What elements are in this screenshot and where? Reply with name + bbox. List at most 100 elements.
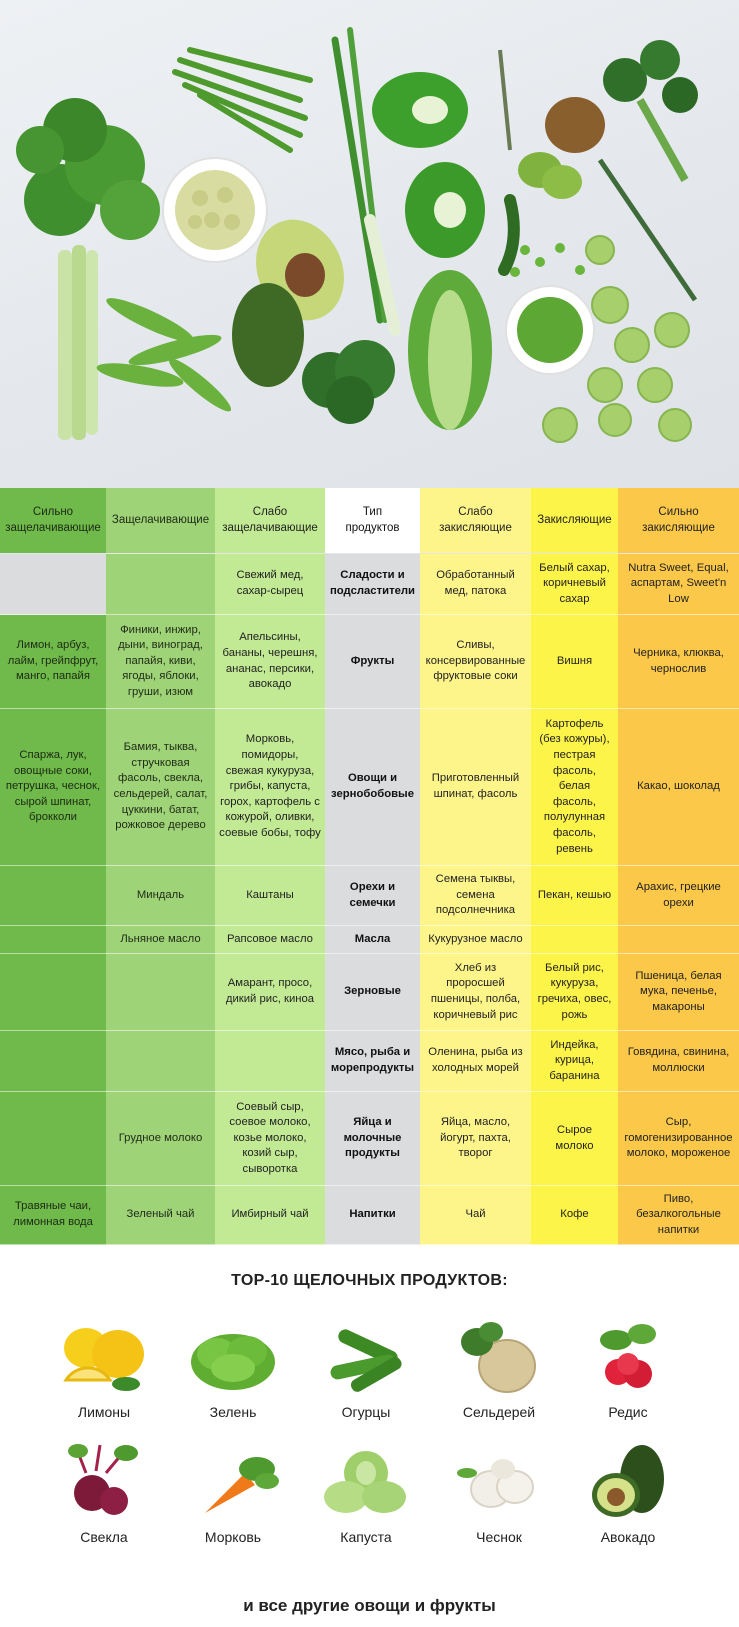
row-label: Напитки [325,1186,420,1245]
table-cell: Сырое молоко [531,1092,618,1186]
radish-icon [600,1324,656,1388]
cabbage-icon [324,1451,406,1513]
food-label: Чеснок [476,1529,522,1545]
row-label: Орехи и семечки [325,866,420,926]
table-cell: Приготовленный шпинат, фасоль [420,709,531,866]
table-cell [215,1031,325,1092]
table-cell [0,866,106,926]
snap-peas-icon [96,298,232,412]
cucumber-icon [330,1329,402,1392]
row-label: Фрукты [325,615,420,709]
table-cell: Льняное масло [106,926,215,954]
table-cell [0,1031,106,1092]
thyme-icon [498,49,512,151]
row-label: Овощи и зернобобовые [325,709,420,866]
table-cell: Лимон, арбуз, лайм, грейпфрут, манго, па… [0,615,106,709]
table-cell [106,554,215,615]
table-cell [106,1031,215,1092]
footer-note: и все другие овощи и фрукты [243,1596,496,1615]
table-cell: Свежий мед, сахар-сырец [215,554,325,615]
kiwi-icon [518,97,605,199]
food-item-greens: Зелень [178,1318,288,1433]
row-label: Яйца и молочные продукты [325,1092,420,1186]
table-cell: Кукурузное масло [420,926,531,954]
food-label: Свекла [80,1529,128,1545]
table-cell: Травяные чаи, лимонная вода [0,1186,106,1245]
top-10-title: TOP-10 ЩЕЛОЧНЫХ ПРОДУКТОВ: [231,1272,508,1289]
food-item-carrot: Морковь [178,1443,288,1558]
table-cell: Какао, шоколад [618,709,739,866]
table-cell [618,926,739,954]
food-item-garlic: Чеснок [444,1443,554,1558]
food-item-radish: Редис [573,1318,683,1433]
celery-icon [16,98,160,440]
table-cell: Зеленый чай [106,1186,215,1245]
lettuce-icon [191,1334,275,1390]
food-label: Огурцы [341,1404,391,1420]
broccoli-icon [302,340,395,424]
food-item-lemons: Лимоны [49,1318,159,1433]
header-alkaline: Защелачивающие [106,488,215,554]
food-label: Зелень [209,1404,257,1420]
table-cell: Говядина, свинина, моллюски [618,1031,739,1092]
avocado-halves-icon [232,219,344,387]
header-strong-acid: Сильно закисляющие [618,488,739,554]
table-cell: Яйца, масло, йогурт, пахта, творог [420,1092,531,1186]
table-cell: Миндаль [106,866,215,926]
beet-icon [68,1444,138,1515]
table-cell [106,954,215,1031]
food-label: Лимоны [77,1404,131,1420]
table-cell: Кофе [531,1186,618,1245]
table-cell [0,554,106,615]
row-label: Сладости и подсластители [325,554,420,615]
table-cell: Белый сахар, коричневый сахар [531,554,618,615]
table-cell: Обработанный мед, патока [420,554,531,615]
table-cell: Пиво, безалкогольные напитки [618,1186,739,1245]
table-cell: Спаржа, лук, овощные соки, петрушка, чес… [0,709,106,866]
avocado-icon [592,1445,664,1517]
green-vegetables-photo-icon [16,27,698,443]
food-label: Сельдерей [462,1404,536,1420]
table-cell: Белый рис, кукуруза, гречиха, овес, рожь [531,954,618,1031]
table-cell: Сливы, консервированные фруктовые соки [420,615,531,709]
food-label: Морковь [204,1529,262,1545]
food-item-beet: Свекла [49,1443,159,1558]
table-cell: Соевый сыр, соевое молоко, козье молоко,… [215,1092,325,1186]
row-label: Масла [325,926,420,954]
table-cell: Пшеница, белая мука, печенье, макароны [618,954,739,1031]
food-label: Редис [608,1404,648,1420]
table-cell: Пекан, кешью [531,866,618,926]
hero-photo [0,0,739,488]
carrot-icon [205,1457,279,1513]
table-cell: Семена тыквы, семена подсолнечника [420,866,531,926]
romaine-lettuce-icon [408,270,492,430]
table-cell [0,954,106,1031]
table-cell: Имбирный чай [215,1186,325,1245]
rosemary-icon [597,158,698,302]
pea-bowl-icon [505,285,595,375]
green-beans-icon [172,47,313,153]
table-cell [531,926,618,954]
broccolini-icon [603,40,698,182]
table-cell: Рапсовое масло [215,926,325,954]
food-item-avocado: Авокадо [573,1443,683,1558]
header-product-type: Тип продуктов [325,488,420,554]
row-label: Мясо, рыба и морепродукты [325,1031,420,1092]
header-mild-alkaline: Слабо защелачивающие [215,488,325,554]
table-cell: Арахис, грецкие орехи [618,866,739,926]
header-mild-acid: Слабо закисляющие [420,488,531,554]
food-label: Авокадо [600,1529,656,1545]
table-cell: Каштаны [215,866,325,926]
table-cell [0,1092,106,1186]
table-cell: Морковь, помидоры, свежая кукуруза, гриб… [215,709,325,866]
table-cell: Финики, инжир, дыни, виноград, папайя, к… [106,615,215,709]
table-cell [0,926,106,954]
bean-bowl-icon [162,157,268,263]
header-acid: Закисляющие [531,488,618,554]
food-item-celery: Сельдерей [444,1318,554,1433]
lemon-icon [63,1328,144,1391]
table-cell: Оленина, рыба из холодных морей [420,1031,531,1092]
chili-pepper-icon [498,194,520,276]
row-label: Зерновые [325,954,420,1031]
green-pepper-icon [372,72,485,258]
